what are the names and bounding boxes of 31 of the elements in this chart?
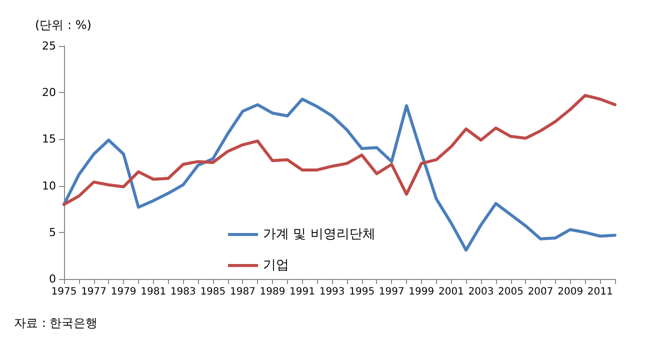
x-tick-label: 1997 bbox=[378, 286, 404, 298]
x-tick-label: 2007 bbox=[528, 286, 554, 298]
y-tick-label: 20 bbox=[42, 86, 56, 100]
x-tick-label: 1987 bbox=[230, 286, 256, 298]
x-tick-label: 2001 bbox=[438, 286, 464, 298]
x-tick-label: 1993 bbox=[319, 286, 345, 298]
x-tick-label: 2003 bbox=[468, 286, 494, 298]
x-tick-label: 1981 bbox=[140, 286, 166, 298]
y-tick-label: 5 bbox=[49, 226, 56, 239]
x-tick-label: 1991 bbox=[290, 286, 315, 298]
line-series bbox=[62, 94, 616, 206]
x-tick-label: 1975 bbox=[51, 286, 77, 298]
x-tick-label: 1995 bbox=[349, 286, 375, 298]
legend-label: 가계 및 비영리단체 bbox=[263, 227, 376, 242]
x-tick-label: 1989 bbox=[260, 286, 286, 298]
x-tick-label: 2005 bbox=[498, 286, 524, 298]
x-tick-label: 2009 bbox=[558, 286, 584, 298]
y-tick-label: 15 bbox=[42, 132, 56, 146]
x-tick-label: 1979 bbox=[110, 286, 136, 298]
x-tick-label: 1977 bbox=[81, 286, 107, 298]
x-tick-label: 1985 bbox=[200, 286, 226, 298]
y-tick-label: 25 bbox=[42, 40, 56, 52]
x-tick-label: 2011 bbox=[587, 286, 613, 298]
x-tick-label: 1983 bbox=[170, 286, 196, 298]
line-series bbox=[62, 98, 616, 252]
x-tick-label: 1999 bbox=[408, 286, 434, 298]
y-axis-title: (단위 : %) bbox=[35, 18, 92, 32]
text: 자료 : 한국은행 bbox=[14, 316, 98, 330]
legend-label: 기업 bbox=[263, 258, 289, 273]
y-tick-label: 0 bbox=[49, 272, 56, 286]
y-tick-label: 10 bbox=[42, 179, 56, 192]
